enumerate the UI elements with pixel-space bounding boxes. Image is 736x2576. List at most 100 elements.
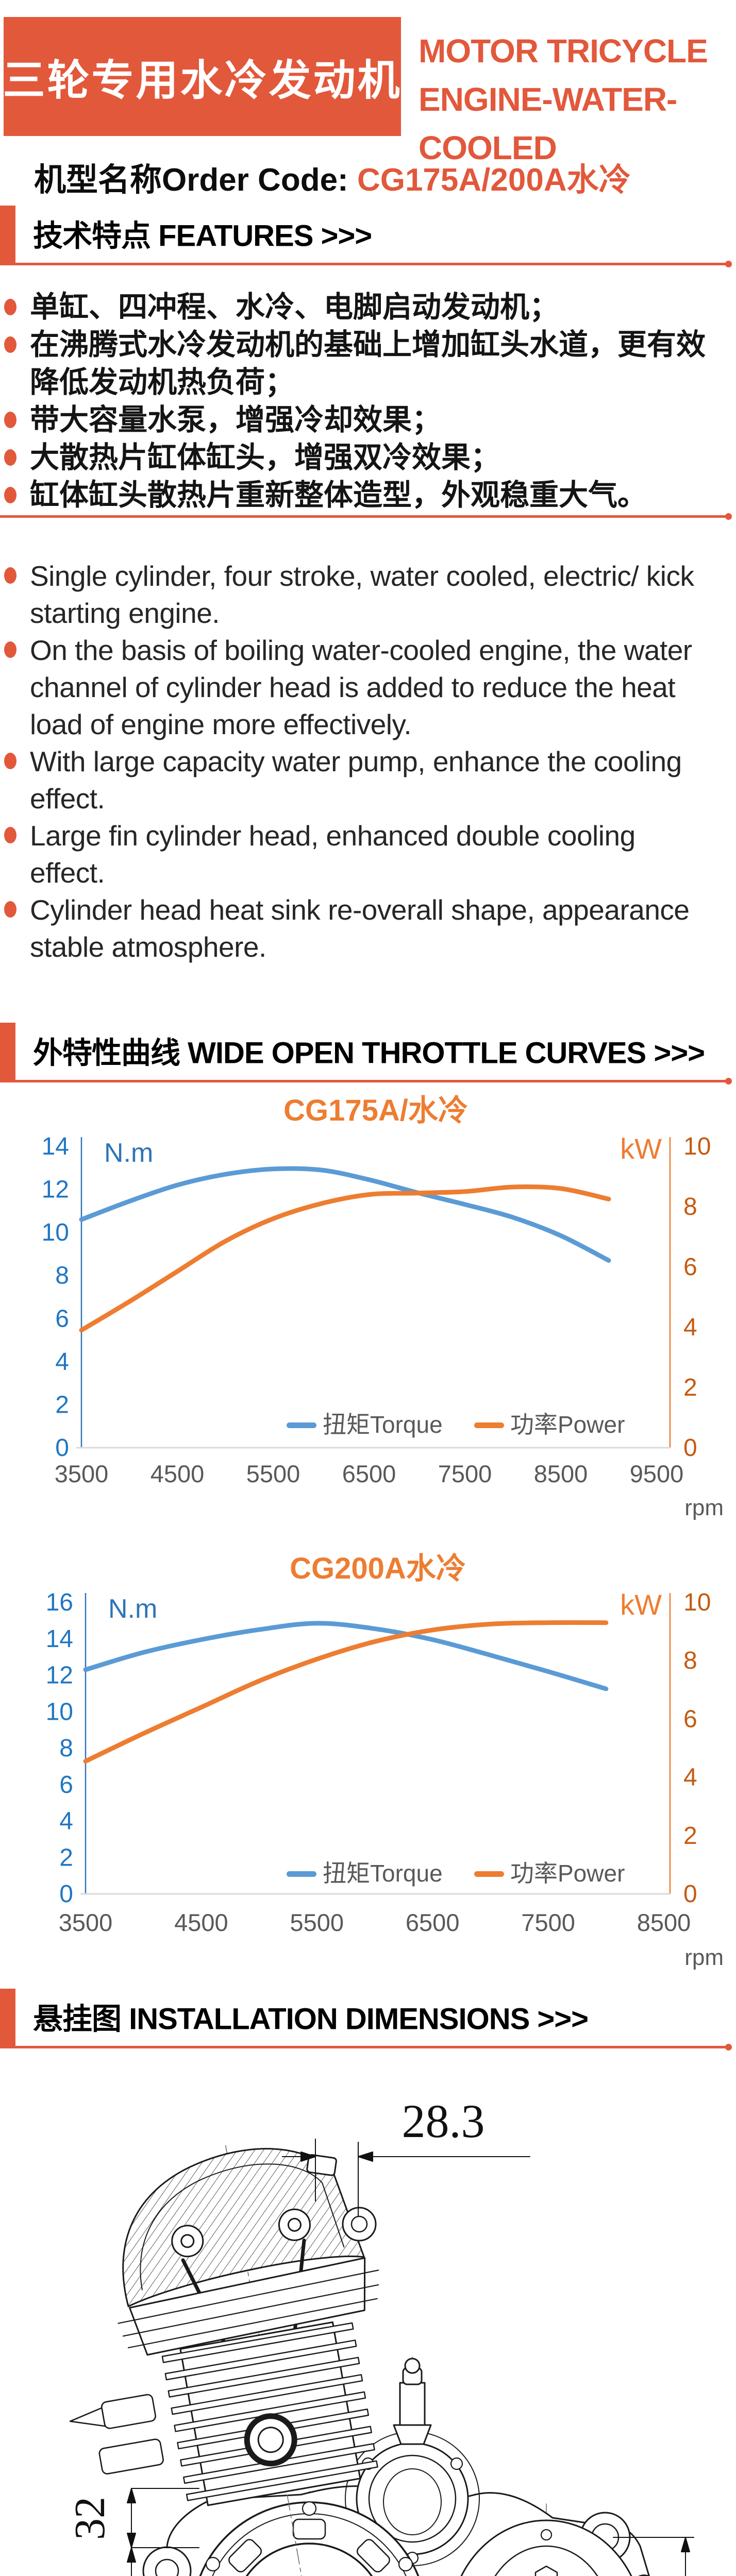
clutch-cover <box>460 2519 632 2576</box>
banner-english-line2: ENGINE-WATER-COOLED <box>419 81 677 166</box>
order-code-line: 机型名称Order Code: CG175A/200A水冷 <box>34 154 631 200</box>
left-axis-tick: 10 <box>46 1698 73 1725</box>
features-list-english: Single cylinder, four stroke, water cool… <box>0 557 707 965</box>
title-banner: 三轮专用水冷发动机 <box>3 17 402 136</box>
section-title: 悬挂图 INSTALLATION DIMENSIONS >>> <box>33 2002 589 2036</box>
x-axis-unit-label: rpm <box>684 1945 724 1970</box>
section-divider <box>0 2044 732 2050</box>
right-axis-tick: 10 <box>683 1133 711 1160</box>
left-axis-tick: 8 <box>55 1262 69 1290</box>
section-accent-bar <box>0 1023 15 1081</box>
x-axis-tick: 5500 <box>246 1460 300 1487</box>
bullet-icon <box>4 299 16 315</box>
x-axis-tick: 4500 <box>174 1909 228 1936</box>
list-item: With large capacity water pump, enhance … <box>0 743 707 817</box>
features-list-chinese: 单缸、四冲程、水冷、电脚启动发动机； 在沸腾式水冷发动机的基础上增加缸头水道，更… <box>0 289 707 514</box>
right-axis-tick: 2 <box>683 1822 697 1850</box>
list-item: 缸体缸头散热片重新整体造型，外观稳重大气。 <box>0 477 707 514</box>
spark-plug <box>306 2154 337 2176</box>
legend-label: 功率Power <box>510 1860 625 1887</box>
section-header-dimensions: 悬挂图 INSTALLATION DIMENSIONS >>> <box>0 1989 736 2050</box>
list-item: 在沸腾式水冷发动机的基础上增加缸头水道，更有效降低发动机热负荷； <box>0 326 707 401</box>
left-axis-tick: 8 <box>59 1735 73 1762</box>
section-accent-bar <box>0 206 15 264</box>
chart-title: CG200A水冷 <box>290 1552 466 1585</box>
right-axis-tick: 2 <box>683 1374 697 1401</box>
left-axis-tick: 4 <box>59 1808 73 1835</box>
x-axis-tick: 6500 <box>342 1460 396 1487</box>
head-cover <box>122 2148 365 2308</box>
bullet-icon <box>4 412 16 428</box>
x-axis-tick: 4500 <box>150 1460 205 1487</box>
left-axis-tick: 10 <box>42 1219 69 1246</box>
cylinder-head-assembly <box>69 2145 379 2576</box>
x-axis-tick: 3500 <box>59 1909 113 1936</box>
left-axis-label: N.m <box>108 1594 157 1624</box>
list-item: Large fin cylinder head, enhanced double… <box>0 817 707 891</box>
section-accent-bar <box>0 1989 15 2047</box>
bullet-icon <box>4 827 16 843</box>
head-block <box>129 2257 366 2356</box>
legend-swatch <box>287 1871 316 1877</box>
right-axis-label: kW <box>620 1132 662 1165</box>
x-axis-tick: 3500 <box>55 1460 109 1487</box>
banner-chinese-title: 三轮专用水冷发动机 <box>3 57 402 104</box>
legend-swatch <box>474 1422 504 1428</box>
torque-curve <box>79 1166 611 1263</box>
cam-chain-port <box>244 2413 297 2467</box>
right-axis-tick: 8 <box>683 1647 697 1674</box>
order-code-value: CG175A/200A水冷 <box>357 162 631 198</box>
right-axis-tick: 0 <box>683 1434 697 1462</box>
chart-cg200a: CG200A水冷 0 2 4 6 8 10 12 14 16 0 2 4 6 8 10 N.m kW 3500 450… <box>46 1552 724 1970</box>
x-axis-tick: 8500 <box>637 1909 691 1936</box>
installation-drawing: 28.3 32 60 70 92 66.5 156.5 95 172 <box>66 2095 694 2576</box>
left-axis-tick: 4 <box>55 1348 69 1376</box>
list-item: Single cylinder, four stroke, water cool… <box>0 557 707 632</box>
dimension-annotations <box>127 2139 694 2576</box>
power-curve <box>83 1620 609 1764</box>
x-axis-unit-label: rpm <box>684 1495 724 1520</box>
section-divider <box>0 1078 732 1084</box>
banner-english-line1: MOTOR TRICYCLE <box>419 32 708 70</box>
dim-left-upper: 32 <box>66 2497 114 2540</box>
left-axis-tick: 16 <box>46 1589 73 1616</box>
bullet-icon <box>4 641 16 658</box>
legend-label: 扭矩Torque <box>323 1860 443 1887</box>
bullet-icon <box>4 567 16 584</box>
bullet-icon <box>4 487 16 503</box>
bullet-icon <box>4 753 16 769</box>
banner-english-title: MOTOR TRICYCLE ENGINE-WATER-COOLED <box>419 27 736 172</box>
legend-label: 功率Power <box>510 1411 625 1438</box>
dimension-labels: 28.3 32 60 70 92 66.5 156.5 95 172 <box>66 2095 485 2540</box>
legend-swatch <box>474 1871 504 1877</box>
left-axis-label: N.m <box>104 1138 153 1168</box>
left-axis-tick: 0 <box>59 1880 73 1908</box>
section-divider <box>0 261 732 267</box>
x-axis-tick: 8500 <box>534 1460 588 1487</box>
left-axis-tick: 2 <box>55 1391 69 1418</box>
section-title: 技术特点 FEATURES >>> <box>33 219 372 253</box>
cover-bolts <box>205 2501 413 2572</box>
chart-title: CG175A/水冷 <box>283 1094 468 1127</box>
right-axis-tick: 10 <box>683 1589 711 1616</box>
x-axis-tick: 5500 <box>290 1909 344 1936</box>
left-axis-tick: 6 <box>59 1771 73 1799</box>
magneto-cover <box>199 2501 420 2576</box>
left-axis-tick: 12 <box>42 1176 69 1204</box>
left-axis-tick: 0 <box>55 1434 69 1462</box>
left-axis-tick: 12 <box>46 1662 73 1689</box>
bullet-icon <box>4 336 16 353</box>
x-axis-tick: 7500 <box>521 1909 575 1936</box>
dim-top: 28.3 <box>402 2095 485 2147</box>
list-item: 单缸、四冲程、水冷、电脚启动发动机； <box>0 289 707 326</box>
torque-curve <box>83 1621 609 1691</box>
left-axis-tick: 2 <box>59 1844 73 1871</box>
chart-cg175a: CG175A/水冷 0 2 4 6 8 10 12 14 0 2 4 6 8 10 N.m kW 3500 4500… <box>42 1094 724 1520</box>
head-mounting-eye <box>342 2207 377 2242</box>
order-code-label: 机型名称Order Code: <box>34 162 357 198</box>
list-item: 带大容量水泵，增强冷却效果； <box>0 401 707 439</box>
right-axis-label: kW <box>620 1588 662 1621</box>
left-axis-tick: 14 <box>46 1625 73 1653</box>
right-axis-tick: 8 <box>683 1193 697 1221</box>
